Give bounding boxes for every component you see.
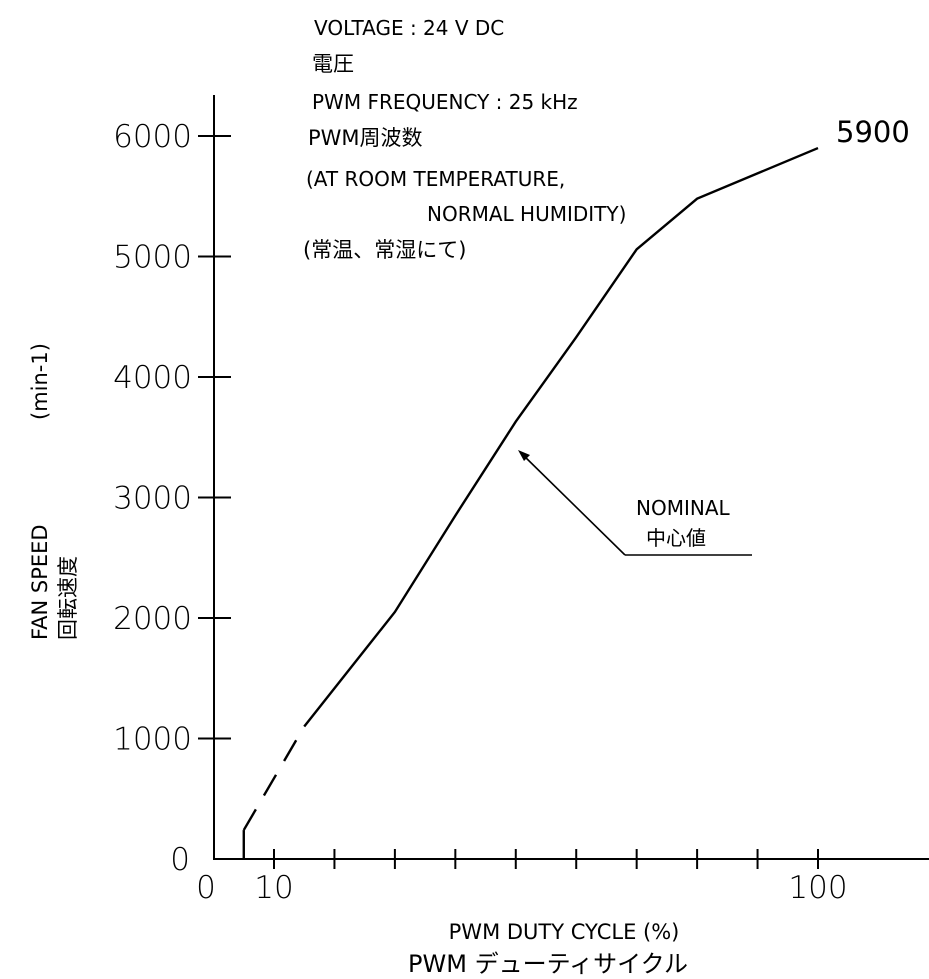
series-group <box>242 146 819 859</box>
x-tick-label-100: 100 <box>788 870 847 906</box>
note-condition-jp: (常温、常湿にて) <box>303 238 466 262</box>
y-tick-label-6000: 6000 <box>113 119 192 155</box>
y-tick-label-3000: 3000 <box>113 481 192 517</box>
y-tick-label-5000: 5000 <box>113 240 192 276</box>
note-condition-line1: (AT ROOM TEMPERATURE, <box>306 167 565 191</box>
end-value-label: 5900 <box>836 115 910 149</box>
y-axis-tick-labels: 0 1000 2000 3000 4000 5000 6000 <box>113 119 192 878</box>
y-tick-label-4000: 4000 <box>113 360 192 396</box>
y-tick-label-2000: 2000 <box>113 601 192 637</box>
note-voltage-jp: 電圧 <box>312 52 354 76</box>
fan-speed-line-segment-1 <box>242 725 306 831</box>
nominal-leader-diagonal <box>519 451 626 556</box>
note-pwm-frequency: PWM FREQUENCY : 25 kHz <box>312 90 578 114</box>
y-axis-label-jp: 回転速度 <box>56 556 80 640</box>
y-axis-ticks <box>198 135 231 740</box>
nominal-arrowhead <box>518 450 530 461</box>
y-tick-label-1000: 1000 <box>113 722 192 758</box>
note-voltage: VOLTAGE : 24 V DC <box>314 16 504 40</box>
nominal-label: NOMINAL <box>636 496 731 520</box>
x-axis-ticks <box>273 849 819 869</box>
note-condition-line2: NORMAL HUMIDITY) <box>427 202 626 226</box>
fan-speed-line-segment-2 <box>303 146 819 728</box>
y-axis-label: FAN SPEED <box>28 524 52 640</box>
x-tick-label-0: 0 <box>196 870 216 906</box>
y-tick-label-0: 0 <box>170 842 190 878</box>
note-pwm-frequency-jp: PWM周波数 <box>308 126 423 150</box>
x-tick-label-10: 10 <box>254 870 293 906</box>
y-axis-unit: (min-1) <box>28 343 52 420</box>
x-axis-label: PWM DUTY CYCLE (%) <box>449 920 680 944</box>
nominal-label-jp: 中心値 <box>646 526 706 550</box>
x-axis-label-jp: PWM デューティサイクル <box>408 950 688 978</box>
